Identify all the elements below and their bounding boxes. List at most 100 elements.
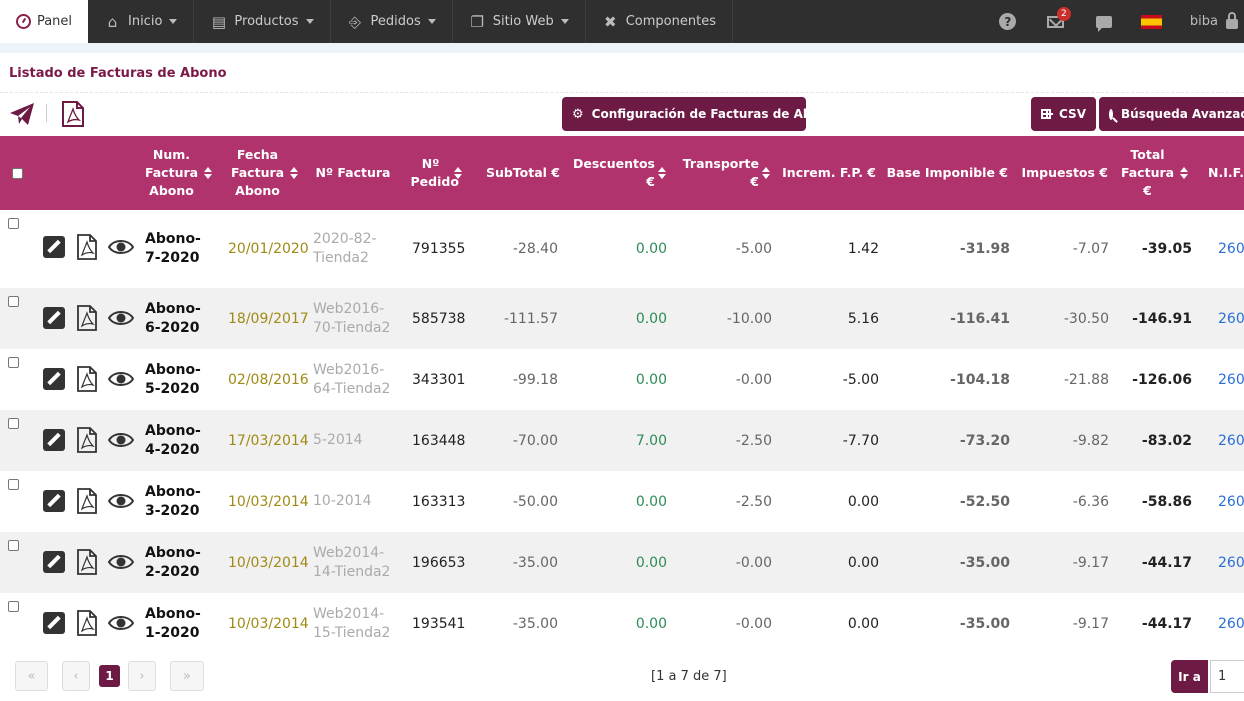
toolbar-divider — [46, 104, 47, 122]
col-fecha-factura-abono[interactable]: Fecha Factura Abono — [226, 136, 300, 210]
messages-button[interactable]: 2 — [1032, 0, 1080, 43]
go-to-page-button[interactable]: Ir a — [1171, 660, 1208, 693]
nav-brand-panel[interactable]: Panel — [0, 0, 88, 43]
products-icon: ▤ — [211, 12, 226, 31]
pdf-icon[interactable] — [76, 365, 98, 392]
send-icon[interactable] — [9, 101, 35, 127]
invoice-config-button[interactable]: ⚙ Configuración de Facturas de Abono — [562, 97, 837, 131]
edit-icon[interactable] — [43, 428, 65, 451]
col-header-label: Nº Pedido — [410, 156, 459, 189]
help-icon: ? — [999, 13, 1017, 30]
pdf-icon[interactable] — [76, 304, 98, 331]
cell-fecha: 10/03/2014 — [228, 493, 309, 510]
edit-icon[interactable] — [43, 550, 65, 573]
col-descuentos[interactable]: Descuentos € — [566, 136, 666, 210]
row-checkbox[interactable] — [8, 540, 19, 551]
col-header-label: Nº Factura — [315, 165, 391, 180]
cell-n-factura: Web2016-64-Tienda2 — [313, 361, 391, 397]
first-page-button[interactable]: « — [15, 661, 48, 691]
cell-transporte: -0.00 — [735, 371, 772, 388]
cell-num-abono[interactable]: Abono-6-2020 — [145, 300, 201, 336]
cell-increm-fp: 0.00 — [847, 554, 879, 571]
pdf-export-icon[interactable] — [61, 101, 85, 127]
view-eye-icon[interactable] — [108, 553, 134, 571]
table-header: Num. Factura Abono Fecha Factura Abono N… — [0, 136, 1244, 210]
cell-num-abono[interactable]: Abono-4-2020 — [145, 422, 201, 458]
cell-fecha: 17/03/2014 — [228, 432, 309, 449]
col-num-factura-abono[interactable]: Num. Factura Abono — [140, 136, 214, 210]
row-checkbox[interactable] — [8, 601, 19, 612]
cell-n-factura: 5-2014 — [313, 432, 363, 448]
cell-nif[interactable]: 260 — [1218, 615, 1244, 632]
pdf-icon[interactable] — [76, 487, 98, 514]
language-selector[interactable] — [1128, 0, 1176, 43]
help-button[interactable]: ? — [984, 0, 1032, 43]
cell-descuentos: 0.00 — [635, 371, 667, 388]
col-header-label: Transporte € — [682, 156, 759, 189]
edit-icon[interactable] — [43, 306, 65, 329]
view-eye-icon[interactable] — [108, 431, 134, 449]
advanced-search-button[interactable]: Búsqueda Avanzada — [1099, 97, 1244, 131]
current-page-button[interactable]: 1 — [99, 665, 120, 687]
cell-total: -58.86 — [1141, 493, 1192, 510]
cell-num-abono[interactable]: Abono-5-2020 — [145, 361, 201, 397]
cell-subtotal: -99.18 — [512, 371, 558, 388]
col-transporte[interactable]: Transporte € — [674, 136, 770, 210]
cell-nif[interactable]: 260 — [1218, 371, 1244, 388]
edit-icon[interactable] — [43, 489, 65, 512]
csv-export-button[interactable]: CSV — [1031, 97, 1096, 131]
col-header-label: N.I.F. — [1208, 165, 1244, 180]
row-checkbox[interactable] — [8, 418, 19, 429]
view-eye-icon[interactable] — [108, 238, 134, 256]
row-checkbox[interactable] — [8, 479, 19, 490]
sort-icon — [204, 167, 212, 179]
col-total-factura[interactable]: Total Factura € — [1114, 136, 1192, 210]
cell-n-pedido: 163448 — [412, 432, 466, 449]
cell-transporte: -0.00 — [735, 615, 772, 632]
col-base-imponible: Base Imponible € — [884, 136, 1008, 210]
view-eye-icon[interactable] — [108, 309, 134, 327]
cell-num-abono[interactable]: Abono-3-2020 — [145, 483, 201, 519]
view-eye-icon[interactable] — [108, 492, 134, 510]
pdf-icon[interactable] — [76, 609, 98, 636]
next-page-button[interactable]: › — [128, 661, 156, 691]
nav-item-sitio-web[interactable]: ❐ Sitio Web — [453, 0, 586, 43]
nav-item-productos[interactable]: ▤ Productos — [194, 0, 331, 43]
view-eye-icon[interactable] — [108, 614, 134, 632]
select-all-checkbox[interactable] — [12, 168, 23, 179]
cell-num-abono[interactable]: Abono-7-2020 — [145, 231, 201, 266]
cell-num-abono[interactable]: Abono-2-2020 — [145, 544, 201, 580]
user-menu[interactable]: biba — [1176, 12, 1244, 29]
cell-nif[interactable]: 260 — [1218, 241, 1244, 257]
nav-item-inicio[interactable]: ⌂ Inicio — [88, 0, 195, 43]
page-number-input[interactable] — [1210, 660, 1244, 693]
pdf-icon[interactable] — [76, 426, 98, 453]
cell-n-factura: 2020-82-Tienda2 — [313, 231, 377, 266]
row-checkbox[interactable] — [8, 296, 19, 307]
cell-base-imponible: -116.41 — [950, 310, 1010, 327]
cell-num-abono[interactable]: Abono-1-2020 — [145, 605, 201, 641]
edit-icon[interactable] — [43, 611, 65, 634]
nav-item-componentes[interactable]: ✖ Componentes — [586, 0, 733, 43]
cell-nif[interactable]: 260 — [1218, 493, 1244, 510]
pdf-icon[interactable] — [76, 234, 98, 260]
edit-icon[interactable] — [43, 367, 65, 390]
chat-button[interactable] — [1080, 0, 1128, 43]
sort-icon — [1180, 167, 1188, 179]
last-page-button[interactable]: » — [170, 661, 204, 691]
edit-icon[interactable] — [43, 236, 65, 258]
cell-nif[interactable]: 260 — [1218, 310, 1244, 327]
col-impuestos: Impuestos € — [1014, 136, 1109, 210]
prev-page-button[interactable]: ‹ — [62, 661, 90, 691]
cell-descuentos: 7.00 — [635, 432, 667, 449]
col-n-pedido[interactable]: Nº Pedido — [406, 136, 466, 210]
nav-item-label: Sitio Web — [492, 14, 554, 29]
row-checkbox[interactable] — [8, 218, 19, 229]
cell-nif[interactable]: 260 — [1218, 554, 1244, 571]
pdf-icon[interactable] — [76, 548, 98, 575]
cell-nif[interactable]: 260 — [1218, 432, 1244, 449]
view-eye-icon[interactable] — [108, 370, 134, 388]
row-checkbox[interactable] — [8, 357, 19, 368]
cell-base-imponible: -73.20 — [959, 432, 1010, 449]
nav-item-pedidos[interactable]: ⎆ Pedidos — [331, 0, 453, 43]
